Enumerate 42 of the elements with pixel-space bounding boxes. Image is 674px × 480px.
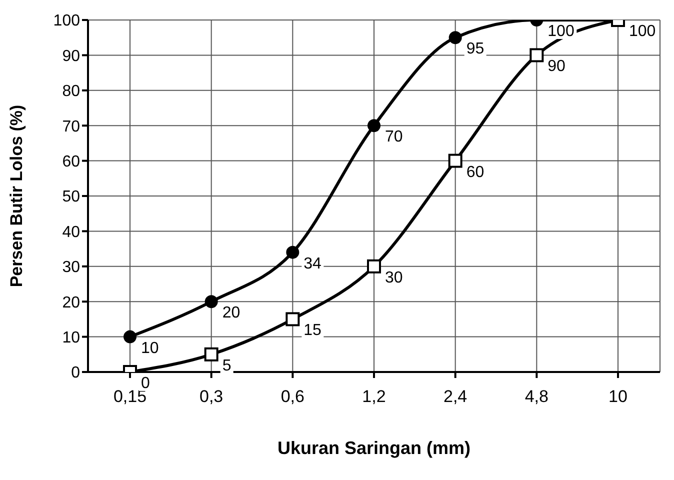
y-tick-label: 40: [62, 224, 80, 241]
data-label: 10: [141, 340, 159, 357]
point: [286, 312, 300, 326]
point: [367, 259, 381, 274]
point: [530, 48, 544, 62]
point: [124, 330, 136, 344]
y-tick-label: 0: [71, 364, 80, 382]
x-tick-label: 1,2: [362, 387, 386, 406]
data-label: 34: [304, 255, 322, 272]
data-label: 20: [222, 304, 240, 322]
data-label: 0: [141, 375, 150, 392]
y-tick-label: 100: [53, 12, 80, 30]
y-tick-label: 50: [62, 188, 80, 206]
point: [448, 154, 462, 168]
data-label: 15: [304, 322, 322, 340]
point: [204, 295, 218, 308]
y-tick-label: 20: [62, 294, 80, 312]
point: [448, 31, 462, 44]
point: [286, 246, 300, 259]
x-tick-label: 0,6: [280, 387, 304, 406]
data-label: 100: [629, 23, 656, 40]
data-label: 5: [222, 357, 232, 374]
data-label: 70: [385, 128, 403, 146]
x-tick-label: 2,4: [444, 387, 468, 406]
y-tick-label: 10: [62, 329, 80, 346]
point: [204, 347, 218, 362]
x-tick-label: 0,3: [200, 387, 224, 406]
y-tick-label: 60: [62, 153, 80, 170]
y-tick-label: 90: [62, 48, 80, 65]
y-tick-label: 30: [62, 259, 80, 276]
data-label: 90: [548, 58, 566, 76]
data-label: 100: [548, 23, 574, 40]
x-tick-label: 10: [608, 387, 628, 406]
x-axis-title: Ukuran Saringan (mm): [277, 438, 471, 458]
y-tick-label: 70: [62, 118, 80, 136]
x-tick-label: 4,8: [524, 387, 548, 406]
data-label: 30: [385, 269, 403, 286]
point: [368, 119, 380, 132]
y-tick-label: 80: [62, 83, 80, 100]
data-label: 95: [466, 40, 484, 58]
data-label: 60: [466, 164, 484, 181]
y-axis-title: Persen Butir Lolos (%): [7, 104, 26, 288]
